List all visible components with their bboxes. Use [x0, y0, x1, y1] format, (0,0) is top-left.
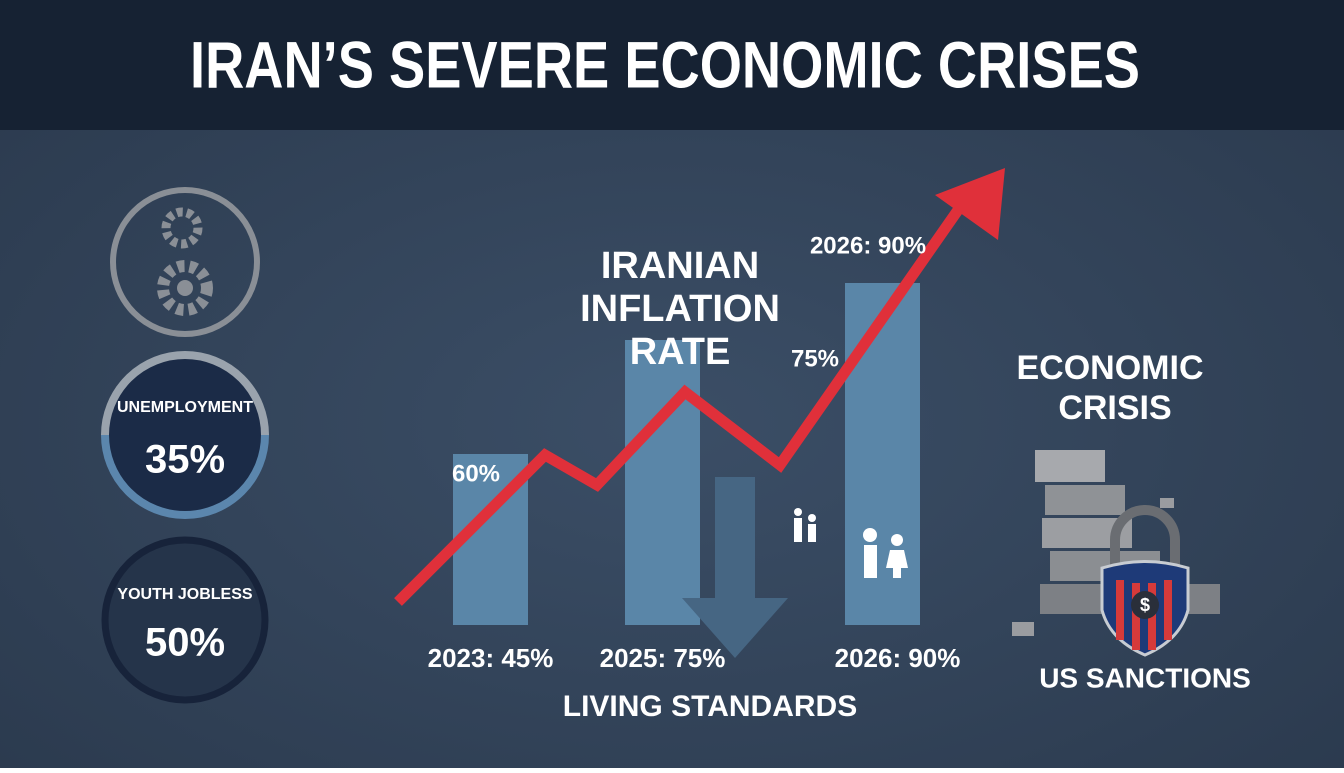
- bar-label: 2023: 45%: [428, 643, 554, 673]
- annotation: 75%: [791, 345, 839, 372]
- stat-value: 50%: [145, 621, 225, 665]
- chart-title: IRANIAN: [601, 245, 759, 287]
- stat-label: YOUTH JOBLESS: [117, 586, 252, 603]
- stat-circle: [101, 536, 269, 704]
- title: IRAN’S SEVERE ECONOMIC CRISES: [190, 27, 1140, 101]
- shield-stripes: [1116, 580, 1172, 650]
- crisis-title: ECONOMIC: [1017, 349, 1204, 387]
- annotation: 60%: [452, 460, 500, 487]
- gear-icon: [161, 207, 203, 249]
- bar: [625, 340, 700, 625]
- chart-title: INFLATION: [580, 288, 780, 330]
- stat-value: 35%: [145, 438, 225, 482]
- stat-label: UNEMPLOYMENT: [117, 399, 253, 416]
- chart-title: RATE: [630, 331, 731, 373]
- down-arrow: [682, 477, 788, 658]
- stat-ring: [101, 351, 269, 436]
- header-bar: [0, 0, 1344, 130]
- padlock: [1110, 505, 1180, 565]
- bar-label: 2026: 90%: [835, 643, 961, 673]
- gear-ring: [110, 187, 260, 337]
- crisis-title: CRISIS: [1058, 389, 1171, 427]
- bar: [845, 283, 920, 625]
- gear-icon: [157, 260, 213, 316]
- stat-ring: [101, 434, 269, 519]
- bar-label: 2025: 75%: [600, 643, 726, 673]
- trend-line: [394, 196, 970, 606]
- dollar-badge: [1131, 591, 1159, 619]
- living-standards-label: LIVING STANDARDS: [563, 690, 857, 723]
- dollar-sign: $: [1140, 595, 1150, 615]
- stat-circle: [105, 355, 265, 515]
- annotation: 2026: 90%: [810, 232, 926, 259]
- people-icon: [794, 508, 908, 578]
- sanctions-label: US SANCTIONS: [1039, 662, 1251, 693]
- gear-icon: [177, 280, 193, 296]
- trend-arrowhead: [935, 168, 1005, 240]
